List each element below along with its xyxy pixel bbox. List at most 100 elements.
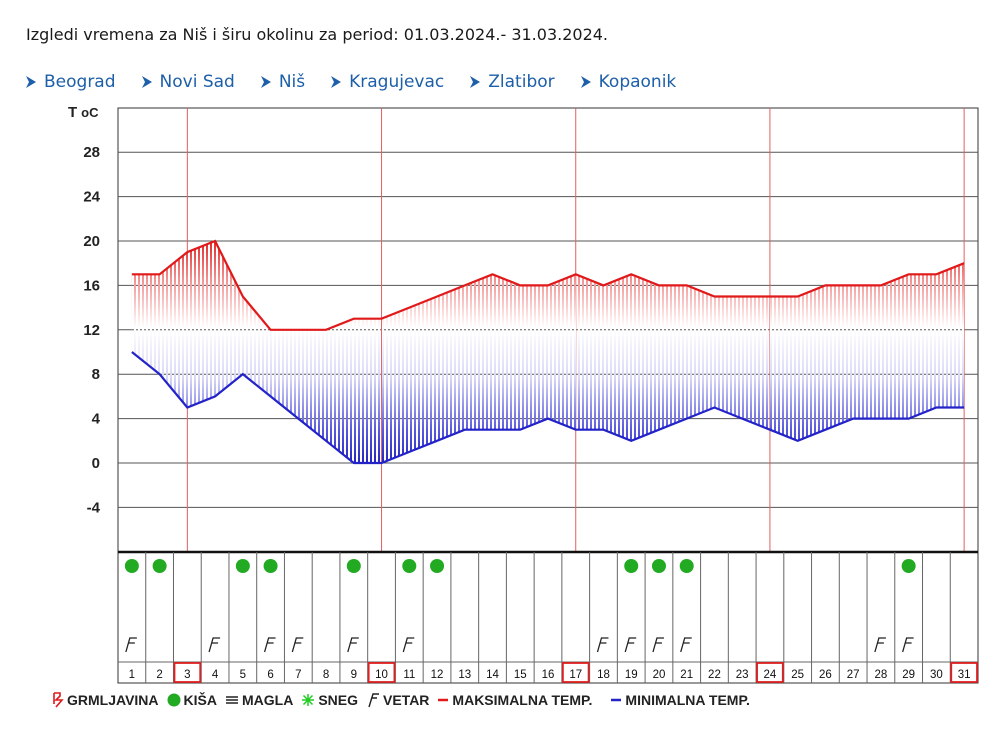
day-label: 8 (323, 669, 329, 681)
legend-label: VETAR (383, 692, 430, 708)
day-label: 28 (875, 669, 888, 681)
nav-link-kopaonik[interactable]: Kopaonik (580, 72, 677, 92)
day-label: 3 (184, 669, 190, 681)
day-label: 12 (431, 669, 444, 681)
y-axis: 28 24 20 16 12 8 4 0 -4 T oC (68, 104, 101, 516)
day-label: 27 (847, 669, 860, 681)
min-line-icon (611, 698, 622, 702)
wind-icon (680, 637, 692, 653)
wind-icon (402, 637, 415, 653)
fog-icon (225, 696, 238, 704)
day-label: 13 (458, 669, 471, 681)
y-axis-label-unit: oC (81, 105, 99, 120)
day-label: 24 (764, 669, 777, 681)
nav-link-novi-sad[interactable]: Novi Sad (141, 72, 235, 92)
day-label: 30 (930, 669, 943, 681)
day-label: 9 (351, 669, 357, 681)
weather-icons-panel (118, 550, 978, 683)
legend-item-wind: VETAR (366, 692, 429, 708)
day-label: 31 (958, 669, 971, 681)
nav-link-label: Kragujevac (349, 72, 445, 92)
wind-icon (902, 637, 914, 653)
nav-link-label: Beograd (44, 72, 116, 92)
wind-icon (291, 637, 304, 653)
legend-label: KIŠA (183, 692, 217, 708)
day-label: 5 (240, 669, 246, 681)
nav-link-beograd[interactable]: Beograd (26, 72, 116, 92)
legend-item-thunder: GRMLJAVINA (52, 692, 159, 708)
nav-link-zlatibor[interactable]: Zlatibor (470, 72, 555, 92)
y-tick-label: 12 (83, 322, 100, 339)
min-temp-line (131, 351, 965, 465)
y-tick-label: -4 (87, 499, 101, 516)
rain-dot-icon (651, 559, 666, 573)
legend-label: SNEG (318, 692, 358, 708)
wind-icon (368, 693, 379, 708)
legend-item-fog: MAGLA (225, 692, 293, 708)
nav-link-nis[interactable]: Niš (260, 72, 305, 92)
y-tick-label: 20 (83, 233, 100, 250)
day-label: 25 (791, 669, 804, 681)
max-line-icon (438, 698, 449, 702)
legend-label: MINIMALNA TEMP. (625, 692, 750, 708)
y-tick-label: 4 (92, 411, 101, 428)
rain-dot-icon (679, 559, 694, 573)
rain-dot-icon (152, 559, 167, 573)
arrow-right-icon (26, 76, 36, 88)
day-label: 22 (708, 669, 721, 681)
nav-link-label: Novi Sad (159, 72, 235, 92)
day-highlight-box (950, 662, 978, 683)
day-label: 20 (653, 669, 666, 681)
thunder-icon (53, 692, 64, 708)
wind-icon (263, 637, 276, 653)
arrow-right-icon (141, 76, 152, 88)
day-label: 23 (736, 669, 749, 681)
wind-icon (874, 637, 886, 653)
day-label: 7 (295, 669, 301, 681)
y-tick-label: 0 (92, 455, 100, 472)
legend-label: GRMLJAVINA (67, 692, 159, 708)
nav-link-kragujevac[interactable]: Kragujevac (331, 72, 444, 92)
day-label: 1 (129, 669, 135, 681)
wind-icon (347, 637, 359, 653)
rain-dot-icon (430, 559, 445, 573)
legend-item-rain: KIŠA (167, 692, 217, 708)
day-highlight-box (173, 662, 202, 683)
y-tick-label: 24 (83, 189, 100, 206)
day-label: 18 (597, 669, 610, 681)
snow-icon (302, 694, 315, 706)
day-label: 17 (569, 669, 582, 681)
day-label: 19 (625, 669, 638, 681)
rain-dot-icon (167, 693, 181, 707)
rain-dot-icon (901, 559, 916, 573)
wind-icon (125, 637, 137, 653)
y-tick-label: 8 (92, 366, 100, 383)
wind-icon (596, 637, 609, 653)
day-axis: 1 2 3 4 5 6 7 8 9 10 11 12 13 14 15 16 17 18 19 20 21 22 23 24 2… (118, 661, 978, 683)
wind-icon (624, 637, 637, 653)
day-label: 11 (403, 669, 415, 681)
nav-link-label: Kopaonik (598, 72, 677, 92)
rain-dot-icon (402, 559, 417, 573)
day-label: 14 (486, 669, 499, 681)
day-highlight-box (756, 662, 784, 683)
rain-dot-icon (624, 559, 639, 573)
day-label: 26 (819, 669, 832, 681)
arrow-right-icon (331, 76, 342, 88)
city-nav: Beograd Novi Sad Niš Kragujevac Zlatibor… (26, 71, 702, 93)
legend-item-max-temp: MAKSIMALNA TEMP. (437, 692, 592, 708)
wind-icon (652, 637, 664, 653)
day-highlight-box (561, 662, 590, 683)
y-tick-label: 28 (83, 144, 100, 161)
day-label: 21 (680, 669, 693, 681)
legend-item-snow: SNEG (301, 692, 358, 708)
y-axis-label-prefix: T (68, 104, 77, 121)
day-label: 2 (156, 669, 162, 681)
rain-dot-icon (263, 559, 278, 573)
temperature-lines (131, 239, 965, 465)
rain-dot-icon (346, 559, 361, 573)
day-label: 10 (375, 669, 388, 681)
wind-icon (208, 637, 221, 653)
